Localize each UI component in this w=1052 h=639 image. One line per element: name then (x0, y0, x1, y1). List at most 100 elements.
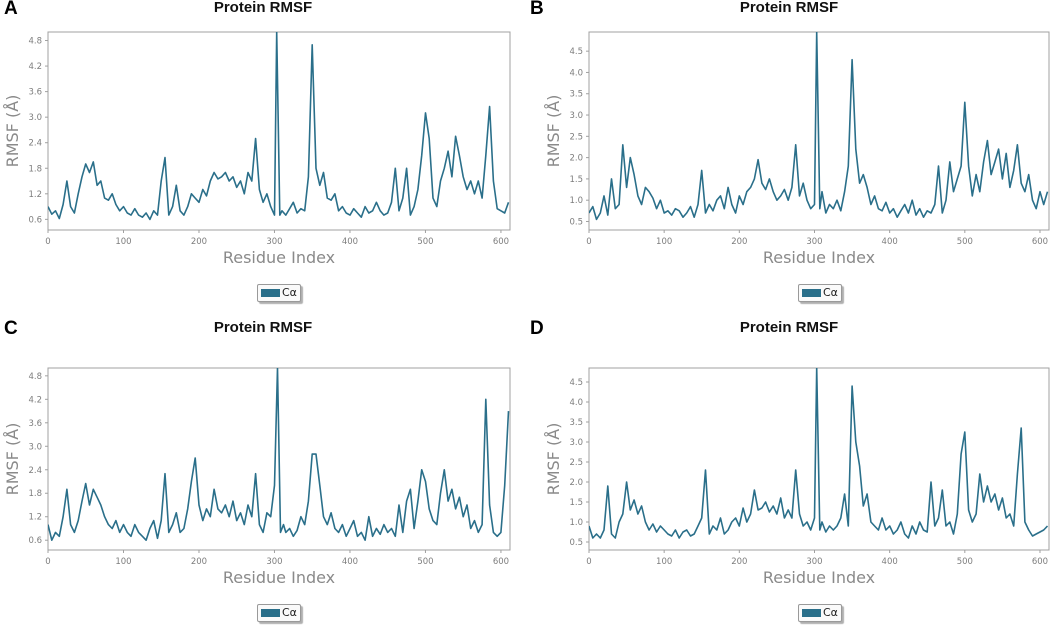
x-tick-label: 200 (191, 557, 207, 567)
x-tick-label: 300 (266, 237, 282, 247)
y-tick-label: 4.8 (28, 372, 42, 382)
panel-a: A Protein RMSF 0 100 200 300 400 500 600 0.6 1.2… (0, 0, 526, 319)
chart-title: Protein RMSF (739, 319, 839, 336)
legend-label: Cα (823, 606, 838, 619)
y-tick-label: 1.2 (28, 513, 42, 523)
x-tick-label: 300 (806, 237, 822, 247)
x-tick-label: 300 (806, 557, 822, 567)
legend: Cα (798, 604, 842, 622)
y-tick-label: 3.0 (28, 113, 42, 123)
y-tick-label: 4.2 (28, 395, 42, 405)
y-tick-label: 0.5 (569, 538, 583, 548)
x-tick-label: 100 (115, 237, 131, 247)
x-tick-label: 600 (1032, 237, 1048, 247)
panel-letter: D (530, 318, 544, 339)
y-tick-label: 3.5 (569, 418, 583, 428)
x-axis-label: Residue Index (763, 568, 875, 587)
x-tick-label: 300 (266, 557, 282, 567)
x-tick-label: 400 (342, 557, 358, 567)
plot-frame (588, 367, 1050, 551)
y-tick-label: 1.8 (28, 164, 42, 174)
x-tick-label: 500 (417, 557, 433, 567)
x-tick-label: 500 (957, 237, 973, 247)
x-tick-label: 200 (731, 237, 747, 247)
series-line-ca (48, 32, 510, 221)
y-tick-label: 1.0 (569, 518, 583, 528)
x-tick-label: 600 (1032, 557, 1048, 567)
legend: Cα (798, 284, 842, 302)
y-axis-label: RMSF (Å) (544, 95, 563, 168)
y-tick-label: 2.0 (569, 478, 583, 488)
rmsf-chart: 0 100 200 300 400 500 600 0.5 1.0 1.5 2.0 2.5 3.0 3.5… (544, 31, 1050, 267)
y-tick-label: 0.6 (28, 215, 42, 225)
panel-letter: C (4, 318, 18, 339)
rmsf-chart: 0 100 200 300 400 500 600 0.5 1.0 1.5 2.0 2.5 3.0 3.5… (544, 367, 1050, 587)
y-tick-label: 3.0 (569, 111, 583, 121)
legend: Cα (257, 284, 301, 302)
y-tick-label: 2.4 (28, 466, 42, 476)
x-tick-label: 0 (586, 237, 591, 247)
x-axis-label: Residue Index (223, 568, 335, 587)
y-tick-label: 3.6 (28, 419, 42, 429)
panel-letter: B (530, 0, 544, 19)
series-line-ca (589, 32, 1049, 221)
x-tick-label: 600 (493, 237, 509, 247)
y-tick-label: 1.5 (569, 498, 583, 508)
legend-label: Cα (823, 286, 838, 299)
y-tick-label: 2.5 (569, 132, 583, 142)
x-axis-label: Residue Index (223, 248, 335, 267)
legend-swatch (261, 609, 280, 617)
x-tick-label: 200 (191, 237, 207, 247)
x-tick-label: 100 (115, 557, 131, 567)
y-tick-label: 4.5 (569, 47, 583, 57)
y-tick-label: 0.6 (28, 536, 42, 546)
y-tick-label: 4.8 (28, 37, 42, 47)
y-tick-label: 3.0 (569, 438, 583, 448)
legend-label: Cα (282, 606, 297, 619)
rmsf-chart: 0 100 200 300 400 500 600 0.6 1.2 1.8 2.4 3.0 3.6 4.2… (3, 367, 511, 587)
x-tick-label: 400 (882, 557, 898, 567)
y-tick-label: 1.2 (28, 190, 42, 200)
x-tick-label: 100 (656, 557, 672, 567)
plot-frame (47, 31, 511, 231)
y-tick-label: 0.5 (569, 217, 583, 227)
y-axis-label: RMSF (Å) (3, 95, 22, 168)
y-tick-label: 3.0 (28, 442, 42, 452)
y-tick-label: 4.2 (28, 62, 42, 72)
panel-b: B Protein RMSF 0 100 200 300 400 500 600 0.5 1.0… (526, 0, 1052, 319)
x-tick-label: 0 (586, 557, 591, 567)
series-line-ca (589, 368, 1049, 539)
x-tick-label: 0 (45, 237, 50, 247)
x-tick-label: 0 (45, 557, 50, 567)
x-tick-label: 400 (342, 237, 358, 247)
y-tick-label: 4.5 (569, 378, 583, 388)
y-tick-label: 4.0 (569, 68, 583, 78)
y-tick-label: 2.5 (569, 458, 583, 468)
y-tick-label: 3.6 (28, 88, 42, 98)
legend: Cα (257, 604, 301, 622)
y-tick-label: 2.4 (28, 139, 42, 149)
panel-letter: A (4, 0, 18, 19)
legend-swatch (802, 289, 821, 297)
plot-frame (588, 31, 1050, 231)
y-tick-label: 4.0 (569, 398, 583, 408)
x-tick-label: 600 (493, 557, 509, 567)
legend-label: Cα (282, 286, 297, 299)
chart-title: Protein RMSF (739, 0, 839, 16)
chart-title: Protein RMSF (213, 319, 313, 336)
x-tick-label: 400 (882, 237, 898, 247)
series-line-ca (48, 368, 510, 541)
panel-d: D Protein RMSF 0 100 200 300 400 500 600 0.5 1.0… (526, 318, 1052, 639)
y-tick-label: 1.5 (569, 175, 583, 185)
x-tick-label: 100 (656, 237, 672, 247)
rmsf-chart: 0 100 200 300 400 500 600 0.6 1.2 1.8 2.4 3.0 3.6 4.2… (3, 31, 511, 267)
y-axis-label: RMSF (Å) (544, 423, 563, 496)
y-tick-label: 1.0 (569, 196, 583, 206)
legend-swatch (802, 609, 821, 617)
x-tick-label: 500 (957, 557, 973, 567)
legend-swatch (261, 289, 280, 297)
y-tick-label: 1.8 (28, 489, 42, 499)
y-axis-label: RMSF (Å) (3, 423, 22, 496)
x-tick-label: 500 (417, 237, 433, 247)
panel-c: C Protein RMSF 0 100 200 300 400 500 600 0.6 1.2… (0, 318, 526, 639)
